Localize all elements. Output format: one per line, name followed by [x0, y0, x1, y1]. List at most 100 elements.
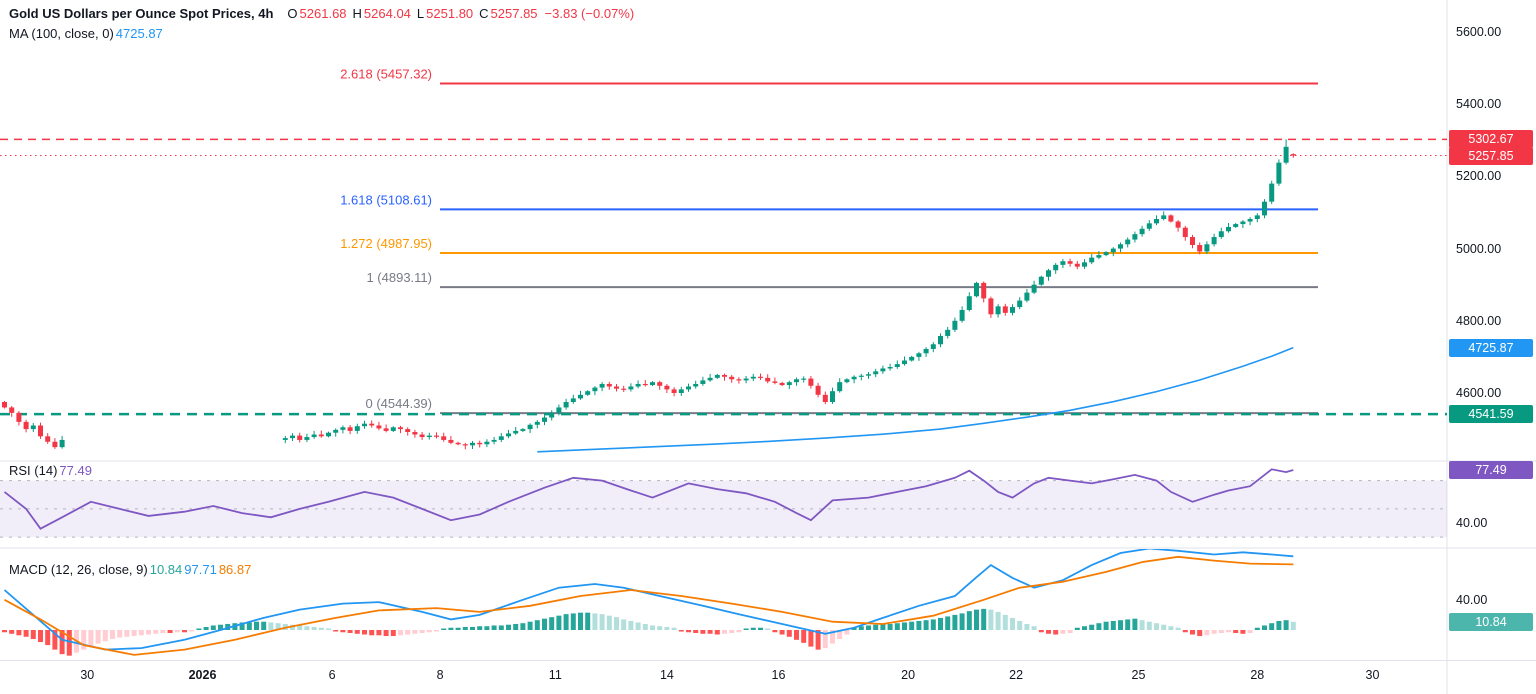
- macd-histogram-bar: [1290, 621, 1296, 630]
- macd-histogram-bar: [1146, 621, 1152, 630]
- axis-time-tick: 11: [548, 668, 562, 682]
- candle: [1190, 234, 1195, 249]
- macd-histogram-bar: [369, 630, 375, 636]
- macd-histogram-bar: [1233, 630, 1239, 634]
- candle: [786, 380, 792, 390]
- macd-histogram-bar: [1038, 630, 1044, 633]
- time-axis[interactable]: 30 2026 6 8 11 14 16 20 22 25 28 30: [0, 661, 1536, 694]
- candle: [779, 381, 785, 387]
- candle: [736, 377, 742, 384]
- axis-price-tick: 5200.00: [1456, 169, 1502, 184]
- macd-legend-row[interactable]: MACD (12, 26, close, 9) 10.84 97.71 86.8…: [9, 562, 251, 577]
- macd-histogram-bar: [448, 627, 454, 630]
- ma-line[interactable]: [537, 346, 1294, 453]
- candle: [1103, 251, 1109, 257]
- macd-histogram-bar: [81, 630, 87, 650]
- price-badge: 4725.87: [1449, 338, 1533, 357]
- macd-histogram-bar: [239, 622, 245, 630]
- price-badge: 77.49: [1449, 461, 1533, 479]
- candle: [426, 432, 432, 440]
- macd-histogram-bar: [1168, 626, 1174, 630]
- macd-histogram-bar: [2, 630, 7, 633]
- macd-histogram-bar: [160, 630, 166, 634]
- macd-pane[interactable]: [2, 549, 1296, 656]
- candle: [1118, 242, 1123, 253]
- macd-histogram-bar: [311, 626, 317, 630]
- macd-histogram-bar: [1118, 620, 1123, 630]
- macd-signal-value: 86.87: [218, 562, 252, 577]
- macd-histogram-bar: [340, 630, 346, 633]
- axis-time-tick: 8: [436, 668, 444, 682]
- price-pane[interactable]: 2.618 (5457.32) 1.618 (5108.61) 1.272 (498…: [0, 67, 1447, 453]
- candle: [1276, 159, 1282, 186]
- macd-histogram-bar: [1024, 623, 1030, 630]
- macd-histogram-bar: [1240, 630, 1246, 634]
- price-badge: 5302.67: [1449, 130, 1533, 149]
- candle: [722, 373, 727, 381]
- candle: [520, 428, 526, 432]
- candle: [664, 383, 670, 393]
- axis-time-tick: 14: [659, 668, 674, 682]
- close-label: C: [479, 6, 489, 21]
- macd-histogram-bar: [1154, 623, 1159, 630]
- macd-histogram-bar: [1074, 627, 1080, 630]
- macd-histogram-bar: [1254, 627, 1260, 630]
- candle: [678, 386, 684, 396]
- rsi-legend-row[interactable]: RSI (14) 77.49: [9, 463, 92, 478]
- macd-histogram-bar: [254, 621, 259, 630]
- macd-signal-line[interactable]: [4, 555, 1294, 656]
- candle: [642, 380, 648, 387]
- candle: [1146, 220, 1152, 231]
- symbol-legend-row[interactable]: Gold US Dollars per Ounce Spot Prices, 4…: [9, 6, 634, 26]
- candle: [549, 410, 555, 421]
- candle: [362, 420, 367, 429]
- macd-histogram-bar: [952, 614, 958, 630]
- candle: [434, 432, 439, 439]
- macd-histogram-bar: [218, 624, 223, 630]
- high-label: H: [352, 6, 362, 21]
- macd-histogram-bar: [534, 620, 540, 630]
- macd-histogram-bar: [1046, 630, 1051, 634]
- macd-histogram-bar: [210, 625, 216, 630]
- macd-histogram-bar: [426, 630, 432, 633]
- candle: [354, 423, 360, 434]
- candle: [405, 427, 411, 436]
- macd-histogram-bar: [830, 630, 835, 644]
- macd-histogram-bar: [30, 630, 36, 640]
- macd-histogram-bar: [1276, 620, 1282, 630]
- candle: [52, 438, 58, 449]
- macd-histogram-bar: [700, 630, 706, 634]
- macd-histogram-bar: [794, 630, 799, 640]
- price-axis[interactable]: 5600.00 5400.00 5200.00 5000.00 4800.00 4600.…: [1447, 0, 1536, 694]
- candle: [686, 383, 691, 392]
- macd-histogram-bar: [1103, 621, 1109, 630]
- rsi-pane[interactable]: [0, 468, 1447, 538]
- macd-histogram-bar: [585, 612, 591, 630]
- ma-legend-row[interactable]: MA (100, close, 0) 4725.87: [9, 26, 634, 46]
- candle: [318, 430, 324, 438]
- candle: [1017, 297, 1023, 310]
- macd-histogram-bar: [131, 630, 137, 637]
- candle: [1074, 260, 1080, 270]
- candle: [974, 281, 979, 298]
- candle: [1053, 263, 1059, 274]
- candle: [513, 426, 519, 435]
- macd-histogram-bar: [635, 622, 641, 630]
- candle: [59, 435, 65, 449]
- main-legend: Gold US Dollars per Ounce Spot Prices, 4…: [9, 6, 634, 46]
- candle: [1139, 225, 1145, 237]
- candle: [1024, 289, 1030, 303]
- axis-time-tick: 30: [80, 668, 95, 682]
- macd-histogram-bar: [225, 623, 231, 630]
- candle: [815, 382, 821, 398]
- macd-line[interactable]: [3, 549, 1294, 651]
- macd-histogram-bar: [383, 630, 389, 637]
- macd-histogram-bar: [1204, 630, 1210, 636]
- rsi-line[interactable]: [3, 468, 1294, 530]
- axis-time-tick: 28: [1250, 668, 1265, 682]
- macd-histogram-bar: [1161, 624, 1167, 630]
- macd-histogram-bar: [390, 630, 396, 637]
- candle: [772, 377, 778, 385]
- macd-histogram-bar: [707, 630, 713, 634]
